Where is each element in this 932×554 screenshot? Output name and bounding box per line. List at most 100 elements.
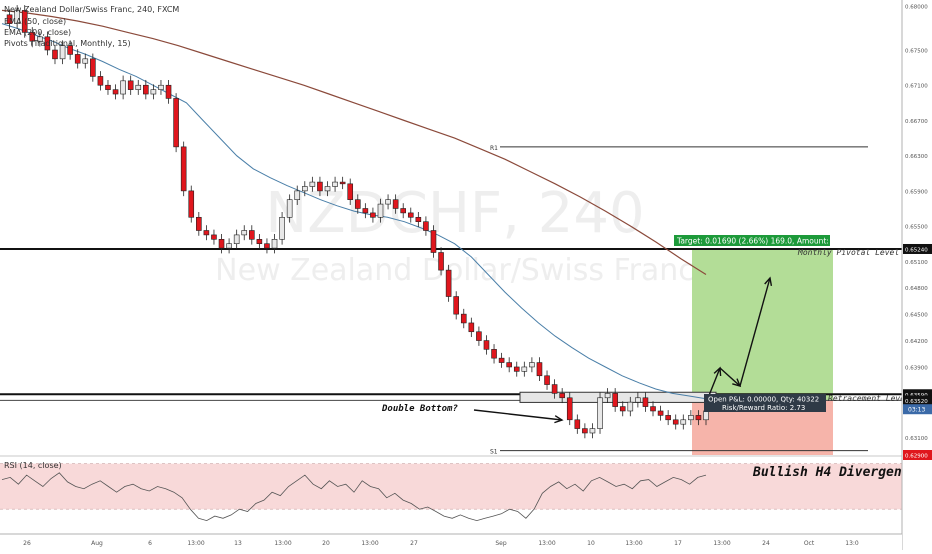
lower-level-badge: 0.63520 [905,399,928,405]
candle-body [90,58,96,77]
candle-body [143,84,149,95]
candle-body [385,199,391,205]
candle-body [112,89,119,95]
candle-body [97,76,104,86]
time-tick-label: Oct [804,540,815,547]
retracement-label: Retracement Level [828,394,910,403]
candle-body [309,181,316,187]
position-zones [692,248,833,455]
candle-body [407,212,414,218]
time-axis-labels: 26 Aug 6 13:00 13 13:00 20 13:00 27 Sep 13:00 10 13:… [23,540,859,547]
candle-body [203,230,210,236]
stop-badge: 0.62900 [905,454,928,460]
candle-body [635,397,641,403]
candle-body [559,393,565,399]
candle-body [574,419,581,429]
time-tick-label: 13:00 [361,540,378,547]
pnl-label-line1: Open P&L: 0.00000, Qty: 40322 [708,396,819,404]
candle-body [301,186,308,192]
monthly-level-badge: 0.65240 [905,247,928,253]
rsi-line [1,472,707,522]
candle-body [650,406,656,412]
candle-body [271,239,278,249]
candle-body [218,239,225,249]
projection-arrow-1 [707,367,721,399]
ema200-line [1,9,707,276]
price-axis[interactable] [902,0,932,550]
pivots-legend[interactable]: Pivots (Traditional, Monthly, 15) [4,39,131,48]
candle-body [332,181,338,187]
price-tick-label: 0.63900 [905,365,928,371]
candle-body [453,296,459,315]
candle-body [233,234,240,245]
annotations: Target: 0.01690 (2.66%) 169.0, Amount: 1… [381,235,910,529]
candle-body [264,243,270,249]
time-tick-label: 13:0 [845,540,859,547]
candle-body [582,428,588,434]
time-tick-label: 13:00 [187,540,204,547]
candle-body [680,419,687,425]
price-tick-label: 0.68000 [905,5,928,11]
candle-body [604,393,611,399]
candle-body [476,331,482,341]
candle-body [642,397,649,407]
time-tick-label: Aug [91,540,103,547]
candle-body [423,221,429,231]
candle-body [703,410,709,421]
candle-body [294,190,301,200]
price-tick-label: 0.65100 [905,260,928,266]
level-lines: R1 S1 [0,145,902,456]
candle-body [392,199,399,209]
r1-label: R1 [490,145,498,152]
candle-body [529,362,535,368]
ema200-legend[interactable]: EMA (200, close) [4,28,71,37]
candle-body [566,397,573,421]
candle-body [430,230,437,253]
watermark-name: New Zealand Dollar/Swiss Franc [215,253,695,288]
rsi-legend[interactable]: RSI (14, close) [4,461,62,470]
s1-label: S1 [490,449,498,456]
candle-body [317,181,323,192]
candle-body [226,243,232,249]
candle-body [82,58,89,64]
candle-body [498,357,505,363]
time-tick-label: 13:00 [274,540,291,547]
time-tick-label: Sep [495,540,507,547]
candle-body [415,216,422,222]
candle-body [67,45,73,55]
candle-body [279,216,285,240]
price-tick-label: 0.67500 [905,49,928,55]
rsi-band [0,463,902,510]
time-badge: 03:13 [908,407,925,414]
lower-level-badge-bg [903,395,932,406]
double-bottom-label: Double Bottom? [381,404,458,414]
candle-body [483,340,490,350]
time-tick-label: 27 [410,540,418,547]
candle-body [468,322,475,333]
target-zone [692,248,833,401]
time-tick-label: 13 [234,540,242,547]
candle-body [513,366,520,372]
double-bottom-arrow-head [554,415,564,424]
pnl-label-bg [704,394,826,412]
candle-body [188,190,195,218]
time-tick-label: 13:00 [538,540,555,547]
price-tick-label: 0.67100 [905,84,928,90]
candle-body [44,36,51,51]
double-bottom-arrow [473,409,563,421]
time-axis[interactable] [0,534,902,550]
time-tick-label: 26 [23,540,31,547]
candle-body [29,32,36,42]
monthly-level-badge-bg [903,243,932,254]
candle-body [627,401,634,412]
candle-body [339,181,346,185]
price-tick-label: 0.64500 [905,313,928,319]
price-tick-label: 0.64200 [905,339,928,345]
ema50-legend[interactable]: EMA (50, close) [4,17,66,26]
candle-body [688,415,694,421]
symbol-title[interactable]: New Zealand Dollar/Swiss Franc, 240, FXC… [4,5,179,14]
price-axis-labels: 0.68000 0.67500 0.67100 0.66700 0.66300 0.659… [903,5,932,460]
candle-body [460,313,467,324]
